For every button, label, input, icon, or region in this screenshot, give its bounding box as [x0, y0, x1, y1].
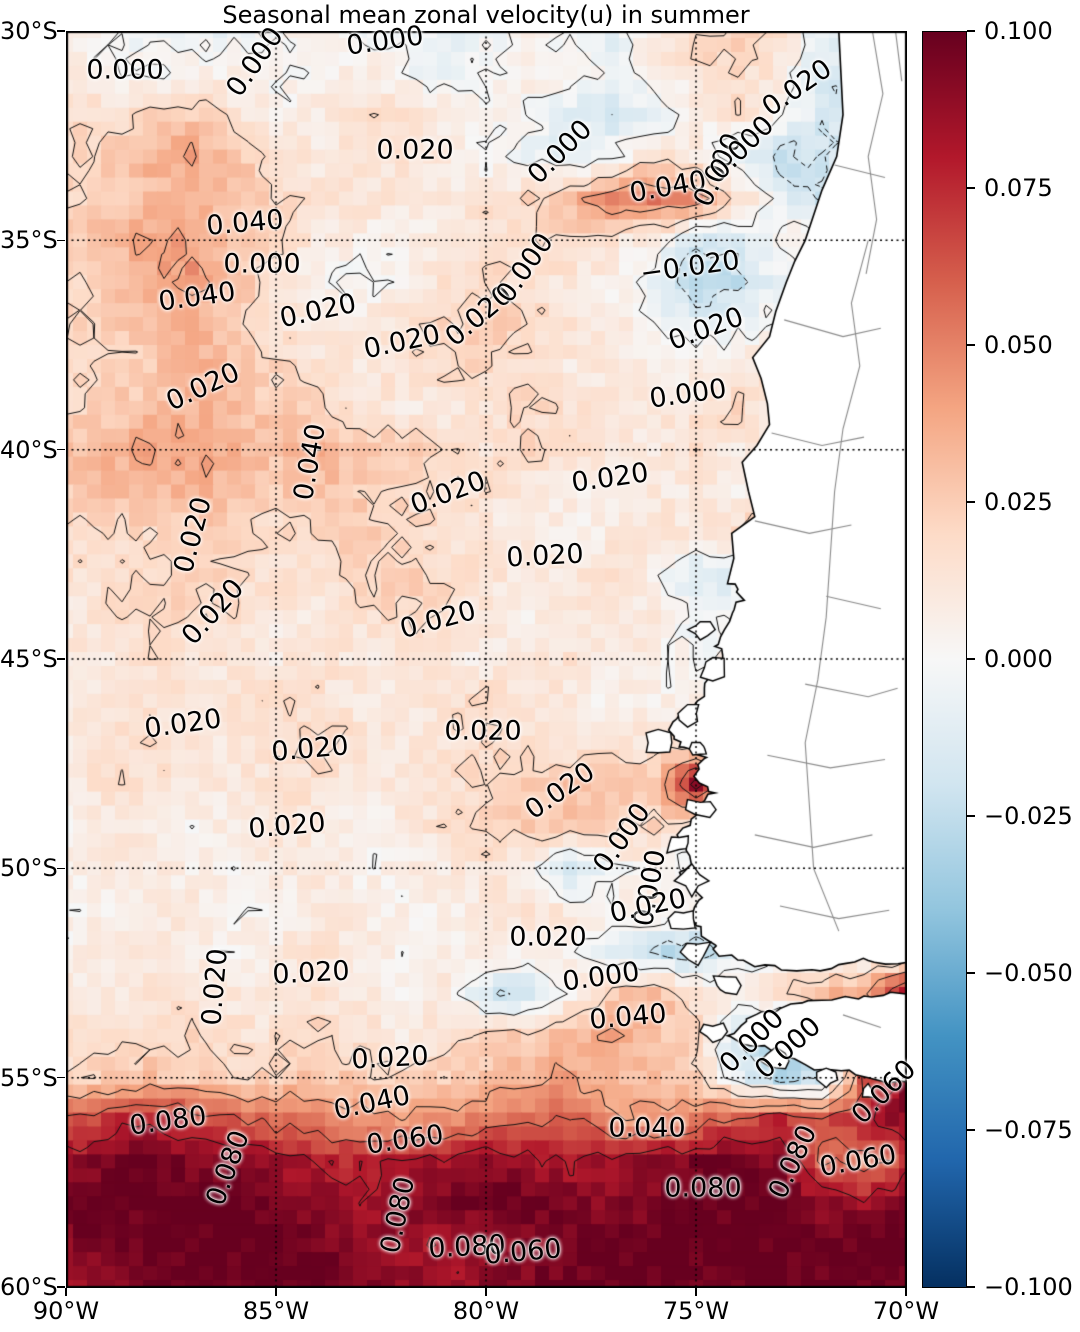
tick-mark [967, 187, 975, 189]
tick-mark [57, 448, 65, 451]
colorbar-tick-label: −0.075 [984, 1116, 1073, 1144]
colorbar-tick-label: 0.075 [984, 174, 1053, 202]
y-tick-label: 45°S [0, 645, 58, 673]
x-tick-label: 85°W [242, 1297, 310, 1325]
contour-label: 0.040 [205, 204, 285, 242]
x-tick-label: 90°W [32, 1297, 100, 1325]
y-tick-label: 60°S [0, 1273, 58, 1301]
colorbar-tick-label: 0.050 [984, 331, 1053, 359]
contour-label: 0.060 [483, 1233, 563, 1271]
tick-mark [275, 1288, 277, 1296]
contour-label: 0.000 [223, 248, 301, 280]
contour-label: 0.020 [509, 921, 587, 953]
colorbar-tick-label: 0.000 [984, 645, 1053, 673]
colorbar-tick-label: −0.050 [984, 959, 1073, 987]
y-tick-label: 35°S [0, 226, 58, 255]
contour-label: 0.020 [196, 947, 234, 1027]
x-tick-label: 80°W [452, 1297, 520, 1325]
map-canvas [66, 31, 907, 1288]
x-tick-label: 75°W [662, 1297, 730, 1325]
contour-label: 0.000 [86, 54, 164, 86]
tick-mark [967, 658, 975, 660]
tick-mark [967, 501, 975, 503]
contour-label: 0.040 [588, 998, 668, 1036]
tick-mark [57, 30, 65, 32]
tick-mark [57, 867, 65, 870]
tick-mark [695, 1288, 697, 1296]
colorbar-tick-label: −0.100 [984, 1273, 1073, 1301]
contour-label: 0.020 [444, 715, 522, 747]
y-tick-label: 55°S [0, 1063, 58, 1092]
contour-label: 0.020 [350, 1040, 430, 1076]
tick-mark [967, 815, 975, 817]
contour-label: 0.020 [270, 730, 350, 768]
tick-mark [967, 344, 975, 346]
y-tick-label: 30°S [0, 17, 58, 45]
tick-mark [57, 1286, 65, 1288]
tick-mark [485, 1288, 487, 1296]
colorbar [922, 31, 967, 1288]
colorbar-gradient [923, 32, 966, 1287]
tick-mark [65, 1288, 67, 1296]
tick-mark [967, 1286, 975, 1288]
y-tick-label: 50°S [0, 854, 58, 883]
tick-mark [57, 658, 65, 660]
tick-mark [57, 239, 65, 242]
tick-mark [967, 30, 975, 32]
y-tick-label: 40°S [0, 435, 58, 464]
figure-title: Seasonal mean zonal velocity(u) in summe… [222, 1, 750, 29]
colorbar-tick-label: 0.025 [984, 488, 1053, 516]
colorbar-tick-label: 0.100 [984, 17, 1053, 45]
contour-label: 0.020 [247, 807, 327, 845]
x-tick-label: 70°W [872, 1297, 940, 1325]
tick-mark [967, 972, 975, 974]
tick-mark [57, 1076, 65, 1079]
tick-mark [967, 1129, 975, 1131]
colorbar-tick-label: −0.025 [984, 802, 1073, 830]
contour-label: 0.020 [376, 134, 454, 166]
contour-label: 0.080 [664, 1172, 742, 1204]
contour-label: 0.020 [271, 955, 351, 991]
contour-label: 0.040 [608, 1112, 686, 1144]
contour-label: 0.020 [505, 538, 585, 574]
tick-mark [905, 1288, 907, 1296]
